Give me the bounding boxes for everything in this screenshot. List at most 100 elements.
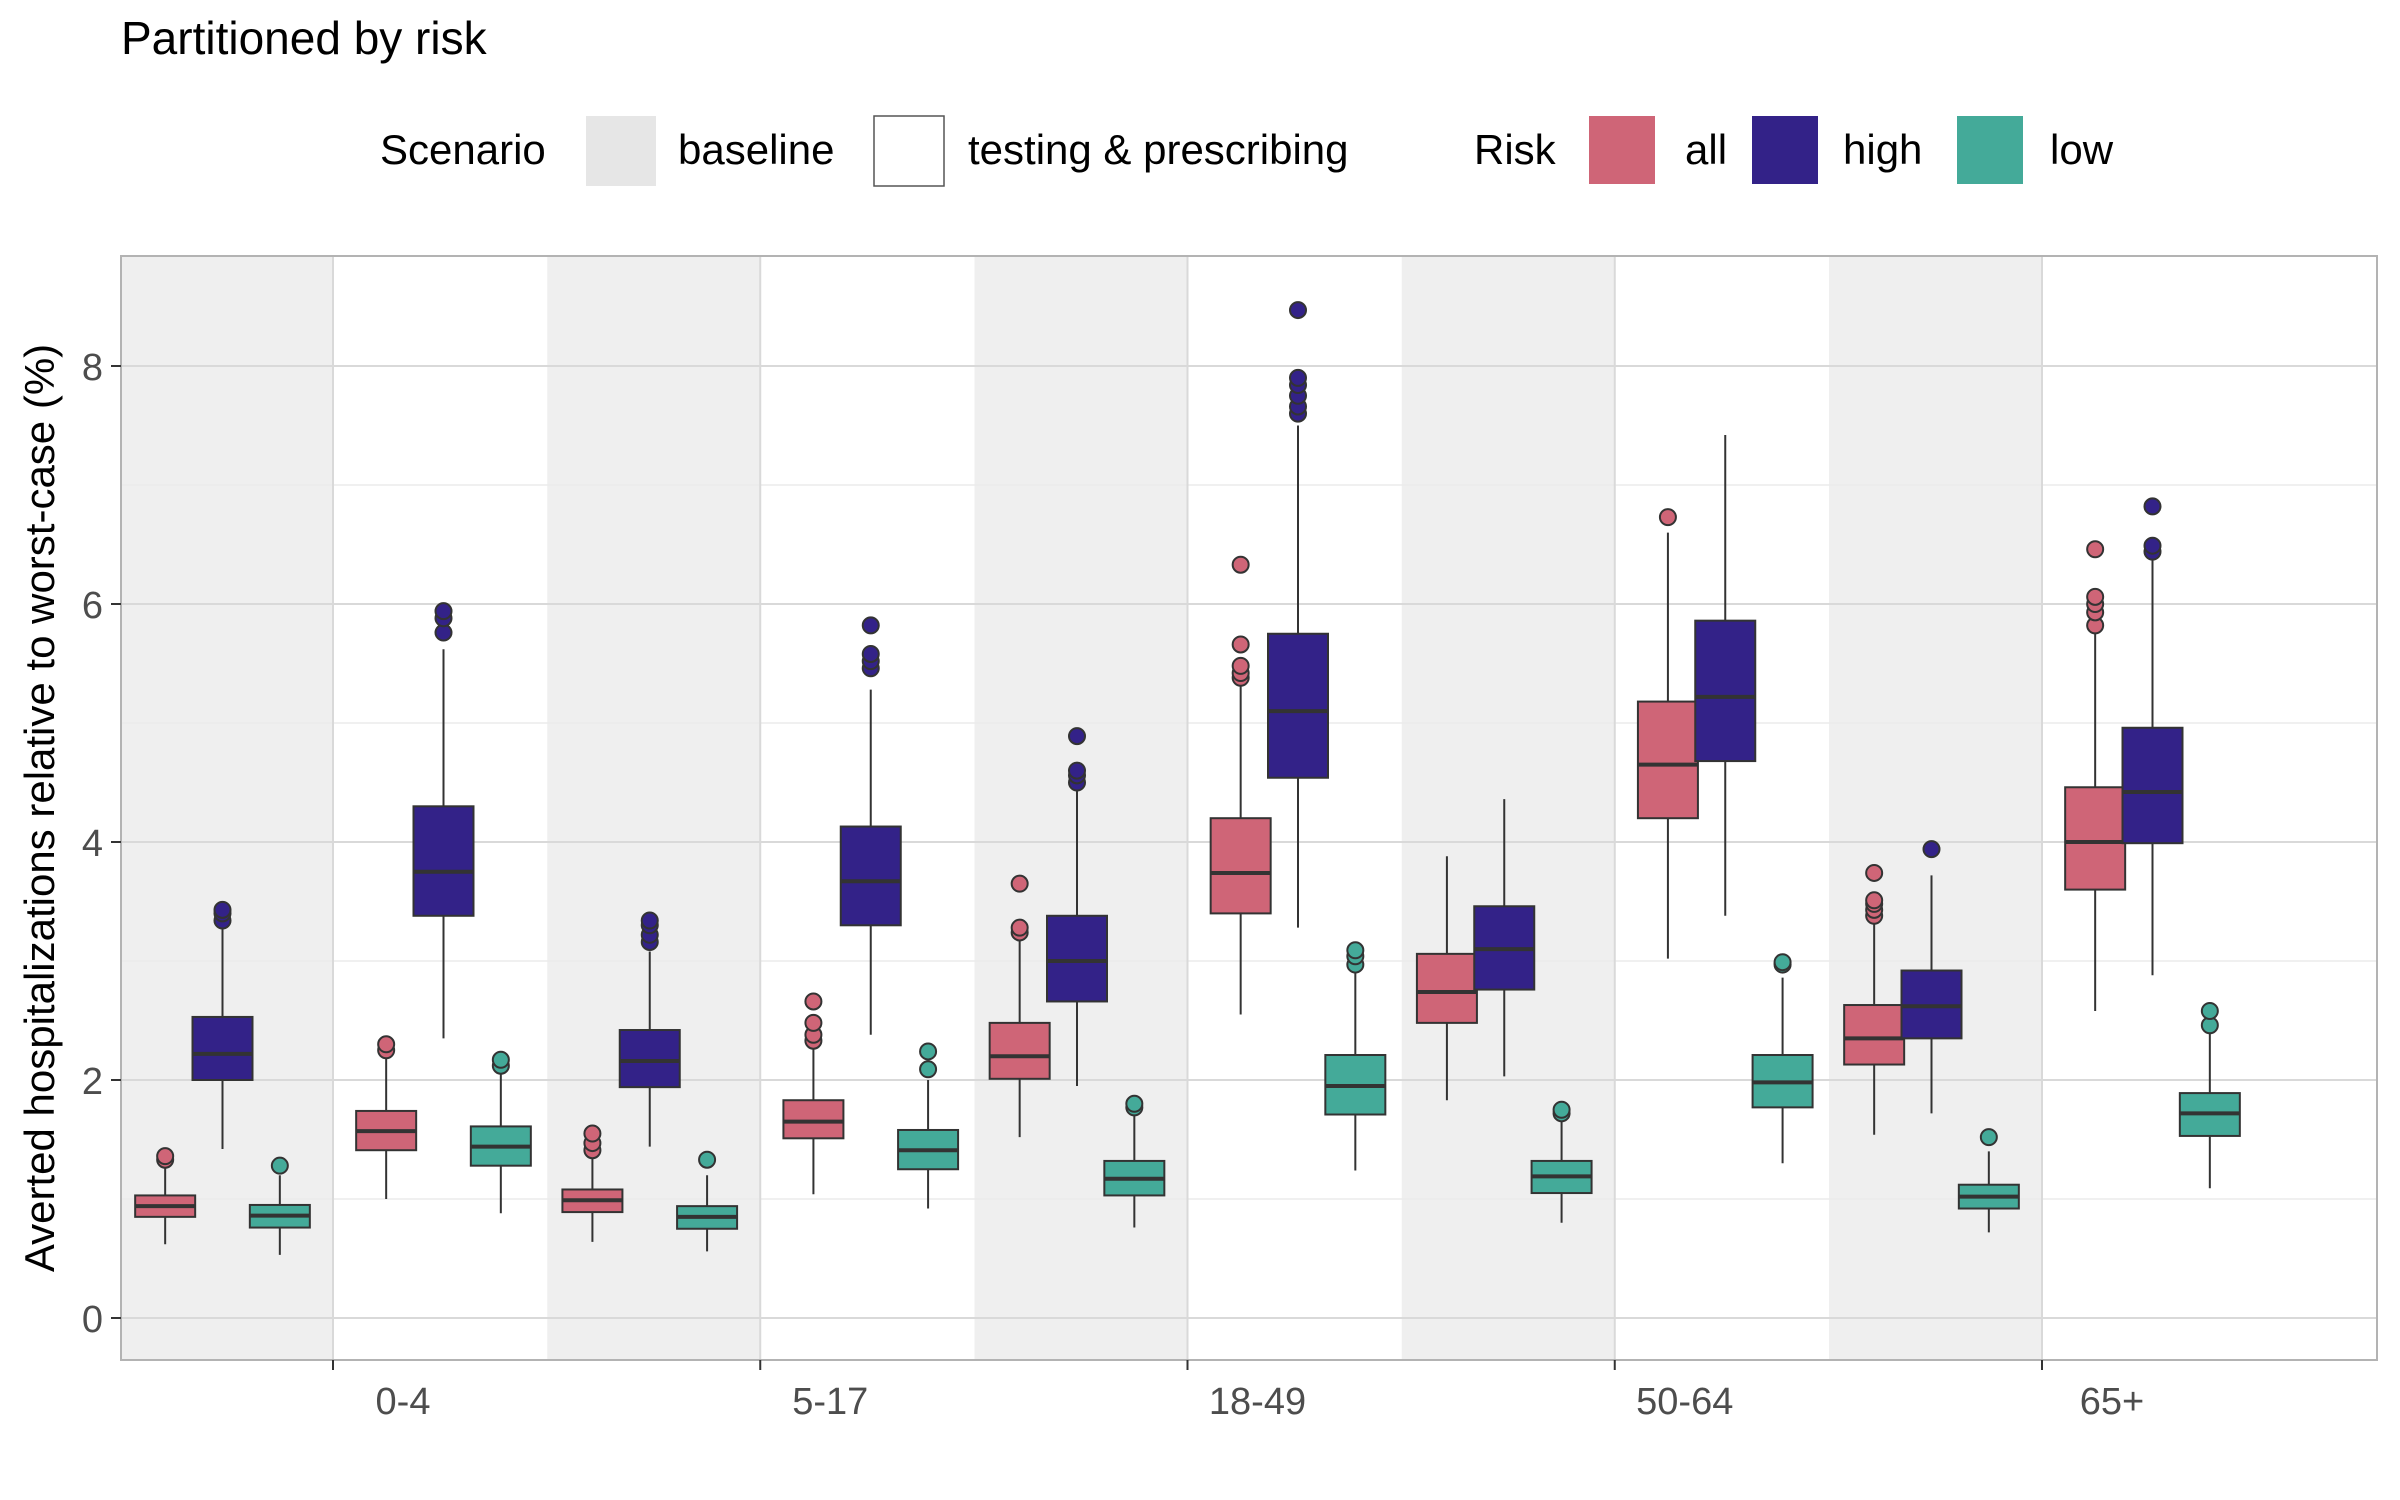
outlier-point [1773,953,1792,972]
outlier-point [1068,761,1086,780]
box-5-17-testing-high [839,616,902,1035]
box-5-17-baseline-all [561,1124,624,1242]
outlier-point [270,1156,289,1175]
box-18-49-baseline-high [1046,727,1108,1086]
outlier-point [1865,891,1884,910]
legend-label-low: low [2050,126,2114,173]
box-18-49-baseline-all [988,874,1051,1138]
x-tick-label: 18-49 [1209,1381,1306,1423]
box-50-64-testing-all [1636,508,1699,959]
legend-label-baseline: baseline [678,126,834,173]
outlier-point [213,900,232,919]
legend-key-testing [873,115,945,187]
box-body [1636,700,1699,820]
y-tick-label: 0 [82,1299,103,1341]
chart-title: Partitioned by risk [121,12,488,64]
outlier-point [377,1035,396,1054]
box-50-64-baseline-high [1473,799,1536,1077]
box-65+-testing-all [2064,540,2127,1011]
box-50-64-testing-high [1694,435,1757,916]
outlier-point [1289,301,1307,320]
box-0-4-testing-all [355,1035,418,1199]
box-65+-testing-low [2178,1001,2241,1189]
outlier-point [1979,1128,1998,1147]
legend-key-low [1957,116,2023,184]
outlier-point [156,1147,175,1166]
box-body [618,1029,681,1089]
outlier-point [583,1124,602,1143]
outlier-point [1068,727,1086,746]
scenario-bands [120,256,2042,1360]
box-65+-baseline-low [1957,1128,2020,1233]
box-body [1415,952,1478,1024]
outlier-point [861,616,880,635]
outlier-point [2143,497,2162,516]
box-18-49-testing-low [1324,941,1387,1171]
box-body [1209,817,1272,915]
box-body [1694,619,1757,763]
outlier-point [919,1060,938,1079]
box-body [1843,1004,1906,1066]
outlier-point [491,1050,510,1069]
legend-risk-title: Risk [1474,126,1557,173]
outlier-point [2143,536,2162,555]
outlier-point [2086,587,2105,606]
baseline-band [547,256,761,1360]
box-65+-baseline-all [1843,863,1906,1135]
outlier-point [1346,941,1365,960]
baseline-band [1401,256,1615,1360]
x-tick-label: 5-17 [792,1381,868,1423]
box-5-17-testing-low [897,1042,960,1209]
outlier-point [1289,368,1307,387]
plot-panel-border [120,255,2378,1361]
outlier-point [1231,635,1250,654]
box-50-64-baseline-low [1530,1100,1593,1223]
y-tick-label: 4 [82,823,103,865]
box-body [2064,786,2127,891]
box-18-49-baseline-low [1103,1094,1166,1228]
box-0-4-testing-low [469,1050,532,1214]
outlier-point [2200,1001,2219,1020]
legend-key-baseline [586,116,656,186]
box-18-49-testing-all [1209,555,1272,1015]
x-tick-label: 50-64 [1636,1381,1733,1423]
outlier-point [1865,863,1884,882]
box-body [988,1021,1051,1080]
outlier-point [1658,508,1677,527]
legend-scenario-title: Scenario [380,126,546,173]
y-axis: 0 2 4 6 8 [82,347,121,1341]
outlier-point [1010,918,1029,937]
box-body [412,805,475,917]
box-50-64-testing-low [1751,953,1814,1164]
outlier-point [640,911,659,930]
outlier-point [698,1150,717,1169]
legend: Scenario baseline testing & prescribing … [380,115,2114,187]
legend-label-high: high [1843,126,1922,173]
outlier-point [1922,840,1941,859]
boxes [134,301,2241,1255]
legend-label-all: all [1685,126,1727,173]
outlier-point [1231,555,1250,574]
x-axis: 0-4 5-17 18-49 50-64 65+ [332,1360,2144,1423]
x-tick-label: 0-4 [376,1381,431,1423]
box-65+-testing-high [2121,497,2184,976]
box-0-4-baseline-high [191,900,254,1150]
y-tick-label: 8 [82,347,103,389]
y-tick-label: 6 [82,585,103,627]
y-axis-label: Averted hospitalizations relative to wor… [16,344,63,1272]
box-50-64-baseline-all [1415,856,1478,1101]
box-body [782,1099,845,1140]
box-0-4-baseline-low [248,1156,311,1255]
baseline-band [1829,256,2042,1360]
outlier-point [804,1013,823,1032]
box-5-17-testing-all [782,992,845,1195]
box-body [191,1015,254,1081]
box-0-4-testing-high [412,602,475,1039]
outlier-point [1552,1100,1571,1119]
box-body [2121,726,2184,845]
baseline-band [120,256,333,1360]
legend-key-all [1589,116,1655,184]
outlier-point [919,1042,938,1061]
outlier-point [804,992,823,1011]
outlier-point [861,644,880,663]
